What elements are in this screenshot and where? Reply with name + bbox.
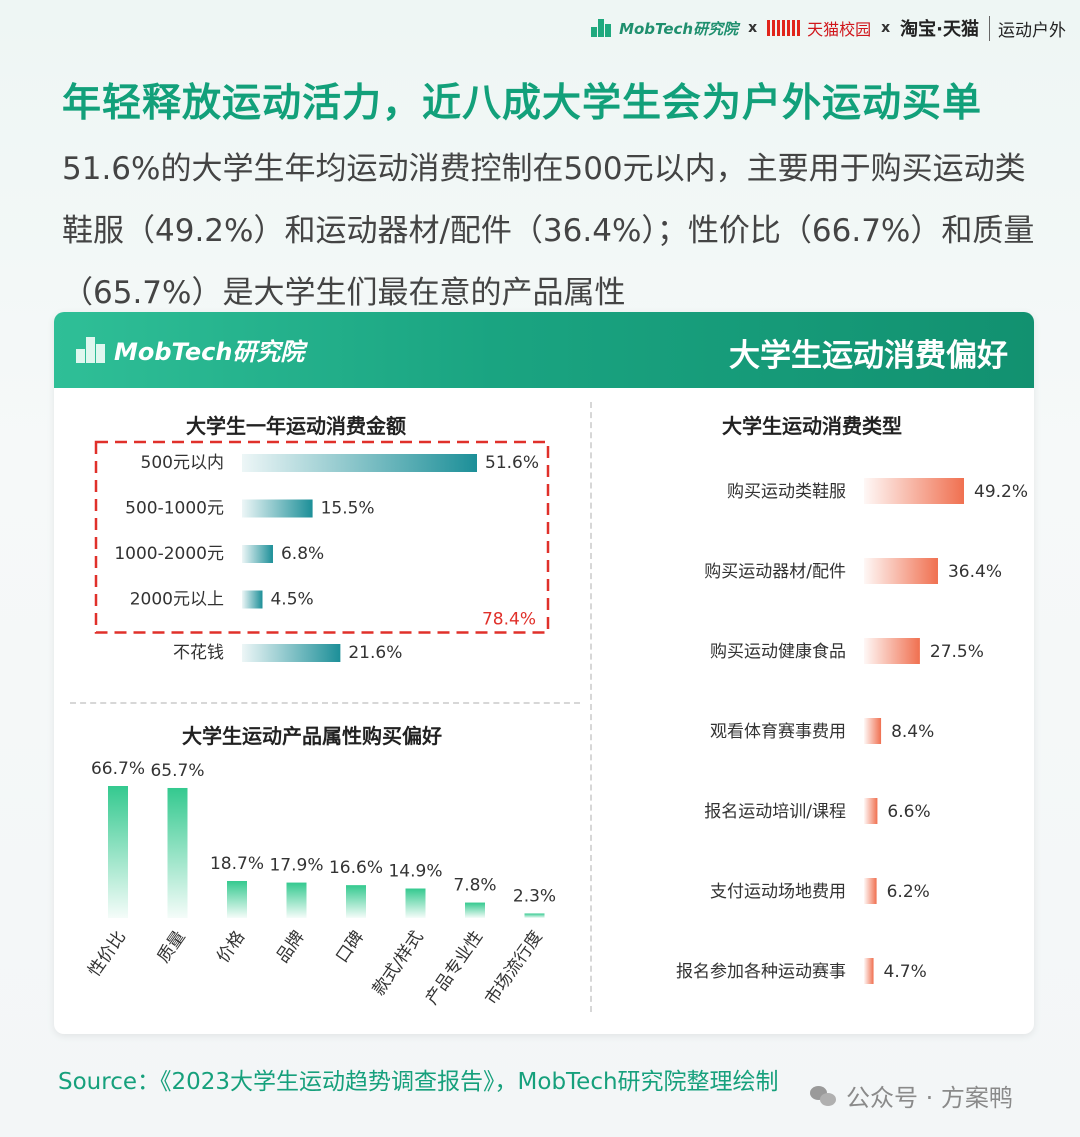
value-label: 16.6% xyxy=(329,858,383,878)
bar xyxy=(242,644,341,662)
chart-title-consumption: 大学生运动消费类型 xyxy=(722,414,902,438)
watermark: 公众号 · 方案鸭 xyxy=(810,1078,1013,1113)
mobtech-logo: MobTech研究院 xyxy=(591,18,738,39)
bar xyxy=(864,718,882,744)
bar xyxy=(524,913,545,918)
separator-x: x xyxy=(748,20,758,36)
category-label: 质量 xyxy=(154,927,190,966)
brand-sports-outdoor: 运动户外 xyxy=(989,15,1066,41)
bar xyxy=(227,880,247,918)
category-label: 产品专业性 xyxy=(422,927,487,1008)
value-label: 17.9% xyxy=(269,856,323,876)
category-label: 购买运动类鞋服 xyxy=(727,482,846,502)
bar xyxy=(864,638,920,664)
bar xyxy=(864,958,874,984)
panel-header: MobTech研究院 大学生运动消费偏好 xyxy=(54,312,1034,388)
category-label: 500-1000元 xyxy=(125,499,224,519)
bar xyxy=(242,590,263,609)
highlight-box xyxy=(94,440,550,634)
panel-logo: MobTech研究院 xyxy=(76,332,304,367)
brand-mobtech: MobTech研究院 xyxy=(619,19,739,38)
category-label: 口碑 xyxy=(332,927,368,966)
value-label: 7.8% xyxy=(453,876,496,896)
panel-title: 大学生运动消费偏好 xyxy=(729,338,1008,374)
chart-title-spending: 大学生一年运动消费金额 xyxy=(186,414,406,438)
category-label: 观看体育赛事费用 xyxy=(710,721,846,742)
bar xyxy=(346,885,366,918)
wechat-icon xyxy=(810,1084,838,1108)
category-label: 品牌 xyxy=(273,927,309,966)
category-label: 购买运动器材/配件 xyxy=(704,562,846,582)
value-label: 6.2% xyxy=(887,882,930,902)
bar xyxy=(864,798,878,824)
bar xyxy=(286,882,307,918)
chart-consumption-types: 购买运动类鞋服 49.2% 购买运动器材/配件 36.4% 购买运动健康食品 27.5% 观… xyxy=(676,478,1028,984)
category-label: 不花钱 xyxy=(173,643,224,663)
category-label: 价格 xyxy=(213,927,249,966)
divider-horizontal xyxy=(70,702,580,704)
panel-brand: MobTech研究院 xyxy=(114,338,305,366)
watermark-text: 公众号 · 方案鸭 xyxy=(846,1084,1013,1112)
brand-bar: MobTech研究院 x 天猫校园 x 淘宝·天猫 运动户外 xyxy=(591,14,1066,42)
value-label: 36.4% xyxy=(948,562,1002,582)
value-label: 15.5% xyxy=(321,499,375,519)
value-label: 14.9% xyxy=(388,862,442,882)
separator-x: x xyxy=(881,20,891,36)
chart-title-attributes: 大学生运动产品属性购买偏好 xyxy=(182,724,442,748)
category-label: 1000-2000元 xyxy=(114,544,224,564)
bar xyxy=(864,478,964,504)
chart-product-attributes: 66.7% 性价比 65.7% 质量 18.7% 价格 17.9% 品牌 16.6% 口碑 14.9… xyxy=(84,759,556,1008)
bar xyxy=(465,902,485,918)
bar xyxy=(405,888,426,918)
bar xyxy=(167,787,188,918)
category-label: 性价比 xyxy=(84,927,130,980)
value-label: 2.3% xyxy=(513,886,556,906)
brand-taobao-tmall: 淘宝·天猫 xyxy=(900,19,979,40)
page-subtext: 51.6%的大学生年均运动消费控制在500元以内，主要用于购买运动类鞋服（49.… xyxy=(62,151,1035,311)
bar xyxy=(242,545,273,563)
bar xyxy=(242,454,477,472)
mobtech-logo-icon xyxy=(591,19,613,37)
page-headline: 年轻释放运动活力，近八成大学生会为户外运动买单 xyxy=(62,81,983,126)
tmall-campus-logo: 天猫校园 xyxy=(767,16,871,40)
value-label: 6.6% xyxy=(887,802,930,822)
category-label: 报名运动培训/课程 xyxy=(704,802,846,822)
value-label: 27.5% xyxy=(930,642,984,662)
category-label: 2000元以上 xyxy=(130,590,224,610)
chart-spending-amount: 500元以内 51.6% 500-1000元 15.5% 1000-2000元 6.8% 2… xyxy=(94,440,550,663)
value-label: 4.7% xyxy=(884,962,927,982)
bar xyxy=(108,786,128,918)
category-label: 报名参加各种运动赛事 xyxy=(676,961,846,982)
brand-tmall-campus: 天猫校园 xyxy=(807,20,872,39)
bar xyxy=(242,499,313,518)
value-label: 65.7% xyxy=(150,761,204,781)
divider-vertical xyxy=(590,402,592,1012)
value-label: 6.8% xyxy=(281,544,324,564)
highlight-total-label: 78.4% xyxy=(482,610,536,630)
category-label: 款式/样式 xyxy=(369,927,428,999)
value-label: 66.7% xyxy=(91,759,145,779)
mobtech-logo-icon xyxy=(76,336,108,363)
value-label: 21.6% xyxy=(348,643,402,663)
source-note: Source：《2023大学生运动趋势调查报告》，MobTech研究院整理绘制 xyxy=(58,1069,779,1095)
value-label: 51.6% xyxy=(485,453,539,473)
category-label: 500元以内 xyxy=(141,453,224,473)
category-label: 市场流行度 xyxy=(481,927,546,1008)
tmall-logo-icon xyxy=(767,20,802,36)
value-label: 4.5% xyxy=(270,590,313,610)
category-label: 支付运动场地费用 xyxy=(710,882,846,902)
value-label: 8.4% xyxy=(891,722,934,742)
value-label: 18.7% xyxy=(210,854,264,874)
value-label: 49.2% xyxy=(974,482,1028,502)
category-label: 购买运动健康食品 xyxy=(710,642,846,662)
bar xyxy=(864,878,877,904)
chart-panel: MobTech研究院 大学生运动消费偏好 大学生一年运动消费金额 500元以内 5… xyxy=(54,312,1034,1034)
bar xyxy=(864,558,938,584)
